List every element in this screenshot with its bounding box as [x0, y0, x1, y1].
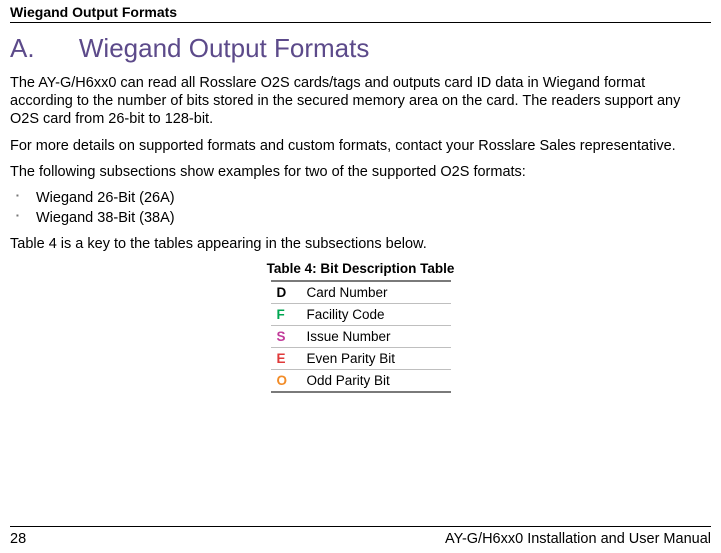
doc-title: AY-G/H6xx0 Installation and User Manual: [445, 531, 711, 547]
bit-code: O: [271, 370, 301, 393]
footer-rule: [10, 526, 711, 527]
bit-desc: Card Number: [301, 281, 451, 304]
running-header: Wiegand Output Formats: [10, 0, 711, 22]
table-row: S Issue Number: [271, 326, 451, 348]
appendix-title-text: Wiegand Output Formats: [79, 33, 369, 63]
bit-code: E: [271, 348, 301, 370]
paragraph-4: Table 4 is a key to the tables appearing…: [10, 235, 711, 253]
footer: 28 AY-G/H6xx0 Installation and User Manu…: [10, 526, 711, 547]
list-item: Wiegand 38-Bit (38A): [36, 209, 711, 229]
bit-code: D: [271, 281, 301, 304]
table-row: E Even Parity Bit: [271, 348, 451, 370]
table-row: D Card Number: [271, 281, 451, 304]
footer-row: 28 AY-G/H6xx0 Installation and User Manu…: [10, 531, 711, 547]
bit-code: F: [271, 304, 301, 326]
bit-desc: Facility Code: [301, 304, 451, 326]
list-item: Wiegand 26-Bit (26A): [36, 189, 711, 209]
paragraph-2: For more details on supported formats an…: [10, 137, 711, 155]
paragraph-3: The following subsections show examples …: [10, 163, 711, 181]
paragraph-1: The AY-G/H6xx0 can read all Rosslare O2S…: [10, 74, 711, 128]
page: Wiegand Output Formats A. Wiegand Output…: [0, 0, 721, 553]
table-row: O Odd Parity Bit: [271, 370, 451, 393]
appendix-title: A. Wiegand Output Formats: [10, 29, 711, 64]
bit-desc: Issue Number: [301, 326, 451, 348]
bit-description-table: D Card Number F Facility Code S Issue Nu…: [271, 280, 451, 393]
bit-code: S: [271, 326, 301, 348]
format-list: Wiegand 26-Bit (26A) Wiegand 38-Bit (38A…: [10, 189, 711, 229]
appendix-letter: A.: [10, 34, 70, 63]
bit-desc: Even Parity Bit: [301, 348, 451, 370]
header-rule: [10, 22, 711, 23]
page-number: 28: [10, 531, 26, 547]
table-row: F Facility Code: [271, 304, 451, 326]
table-caption: Table 4: Bit Description Table: [10, 261, 711, 276]
bit-desc: Odd Parity Bit: [301, 370, 451, 393]
